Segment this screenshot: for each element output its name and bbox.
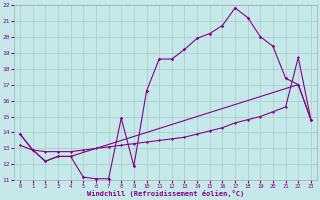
- X-axis label: Windchill (Refroidissement éolien,°C): Windchill (Refroidissement éolien,°C): [87, 190, 244, 197]
